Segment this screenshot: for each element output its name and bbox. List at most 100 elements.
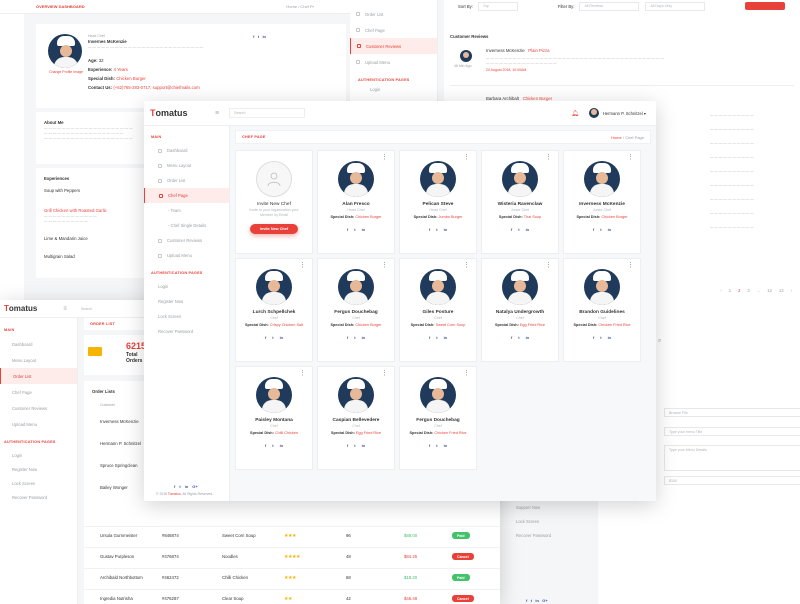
chef-card[interactable]: ⋮ Wisteria Ravenclaw Junior Chef Special Di… <box>481 150 559 254</box>
facebook-icon[interactable]: f <box>592 227 595 232</box>
sidebar-item[interactable]: Customer Reviews <box>144 233 229 248</box>
filter-apply-button[interactable] <box>745 2 786 10</box>
sidebar-item[interactable]: Lock Screen <box>158 314 182 319</box>
twitter-icon[interactable]: t <box>600 227 602 232</box>
order-status-badge[interactable]: Paid <box>452 532 470 539</box>
page-next[interactable]: › <box>790 288 792 293</box>
sidebar-item-support[interactable]: Support Now <box>516 504 541 510</box>
facebook-icon[interactable]: f <box>510 227 513 232</box>
order-row-customer[interactable]: Hermann P. Schnitzel <box>100 441 142 446</box>
page-number[interactable]: 13 <box>778 288 784 293</box>
more-options-icon[interactable]: ⋮ <box>627 262 634 269</box>
sidebar-item[interactable]: Login <box>158 284 169 289</box>
page-number-active[interactable]: 2 <box>738 288 741 293</box>
more-options-icon[interactable]: ⋮ <box>463 154 470 161</box>
menu-price-input[interactable]: $100 <box>664 476 800 485</box>
sidebar-item[interactable]: Menu Layout <box>144 158 229 173</box>
user-avatar[interactable] <box>588 108 599 118</box>
change-profile-image-link[interactable]: Change Profile Image <box>49 70 83 74</box>
twitter-icon[interactable]: t <box>179 484 181 489</box>
more-options-icon[interactable]: ⋮ <box>545 262 552 269</box>
linkedin-icon[interactable]: in <box>443 335 448 340</box>
sidebar-item-chef-page[interactable]: Chef Page <box>350 22 437 38</box>
sort-select[interactable]: Top <box>477 1 518 11</box>
linkedin-icon[interactable]: in <box>361 443 366 448</box>
more-options-icon[interactable]: ⋮ <box>381 154 388 161</box>
chef-card[interactable]: ⋮ Caspian Bellevedere Chef Special Dish: Eg… <box>317 366 395 470</box>
facebook-icon[interactable]: f <box>428 443 431 448</box>
sidebar-item[interactable]: Register Now <box>158 299 184 304</box>
order-status-badge[interactable]: Paid <box>452 574 470 581</box>
browse-file-input[interactable]: Browse File <box>664 408 800 417</box>
twitter-icon[interactable]: t <box>600 335 602 340</box>
search-input[interactable]: Search <box>229 108 306 118</box>
order-row[interactable]: Archibald Northbottom #462472 Chilli Chick… <box>84 568 500 586</box>
twitter-icon[interactable]: t <box>354 335 356 340</box>
menu-title-input[interactable]: Type your menu Title <box>664 427 800 436</box>
linkedin-icon[interactable]: in <box>361 335 366 340</box>
sidebar-item-chef-page[interactable]: Chef Page <box>12 389 32 395</box>
linkedin-icon[interactable]: in <box>525 227 530 232</box>
twitter-icon[interactable]: t <box>272 335 274 340</box>
page-number[interactable]: 12 <box>767 288 772 293</box>
more-options-icon[interactable]: ⋮ <box>545 154 552 161</box>
facebook-icon[interactable]: f <box>428 227 431 232</box>
profile-social-icons[interactable]: f t in <box>253 34 266 39</box>
more-options-icon[interactable]: ⋮ <box>463 262 470 269</box>
sidebar-item-dashboard[interactable]: Dashboard <box>12 341 33 347</box>
linkedin-icon[interactable]: in <box>607 227 612 232</box>
linkedin-icon[interactable]: in <box>184 484 189 489</box>
sidebar-item[interactable]: Upload Menu <box>144 248 229 263</box>
chef-card[interactable]: ⋮ Lurch Schpellchek Chef Special Dish: Cris… <box>235 258 313 362</box>
sidebar-item[interactable]: Chef Page <box>144 188 229 203</box>
linkedin-icon[interactable]: in <box>279 335 284 340</box>
order-row[interactable]: Gustav Purpleson #476874 Noodles ★★★★ 48 $84.… <box>84 547 500 565</box>
facebook-icon[interactable]: f <box>264 335 267 340</box>
facebook-icon[interactable]: f <box>346 227 349 232</box>
sidebar-item-upload-menu[interactable]: Upload Menu <box>12 421 37 427</box>
footer-social-icons[interactable]: f t in G+ <box>174 484 198 489</box>
sidebar-item[interactable]: - Chef Single Details <box>144 218 229 233</box>
facebook-icon[interactable]: f <box>428 335 431 340</box>
sidebar-item[interactable]: - Team <box>144 203 229 218</box>
twitter-icon[interactable]: t <box>354 443 356 448</box>
more-options-icon[interactable]: ⋮ <box>381 370 388 377</box>
facebook-icon[interactable]: f <box>174 484 176 489</box>
sidebar-item-upload-menu[interactable]: Upload Menu <box>350 54 437 70</box>
twitter-icon[interactable]: t <box>518 227 520 232</box>
linkedin-icon[interactable]: in <box>443 227 448 232</box>
sidebar-item-lock-screen[interactable]: Lock Screen <box>516 518 540 524</box>
more-options-icon[interactable]: ⋮ <box>627 154 634 161</box>
more-options-icon[interactable]: ⋮ <box>299 370 306 377</box>
sidebar-item-recover-password[interactable]: Recover Password <box>516 532 552 538</box>
twitter-icon[interactable]: t <box>436 443 438 448</box>
sidebar-item[interactable]: Order List <box>144 173 229 188</box>
sidebar-item[interactable]: Dashboard <box>144 143 229 158</box>
order-row[interactable]: Ursula Gurnmeister #846874 Sweet Corn Soup… <box>84 526 500 544</box>
chef-card[interactable]: ⋮ Fergus Douchebag Chef Special Dish: Chick… <box>317 258 395 362</box>
page-prev[interactable]: ‹ <box>720 288 722 293</box>
linkedin-icon[interactable]: in <box>525 335 530 340</box>
search-input[interactable]: Search <box>76 304 147 313</box>
sidebar-item-order-list[interactable]: Order List <box>350 6 437 22</box>
facebook-icon[interactable]: f <box>346 443 349 448</box>
reviews-pagination[interactable]: ‹ 1 2 3 ... 12 13 › <box>720 288 792 293</box>
date-filter-select[interactable]: All Days Only <box>645 1 706 11</box>
order-row-customer[interactable]: Bailey Wonger <box>100 485 128 490</box>
facebook-icon[interactable]: f <box>510 335 513 340</box>
sidebar-item[interactable]: Recover Password <box>158 329 194 334</box>
filter-select[interactable]: All Reviews <box>579 1 640 11</box>
sidebar-item-register[interactable]: Register Now <box>12 466 38 472</box>
invite-new-chef-button[interactable]: Invite New Chef <box>249 224 299 234</box>
chef-card[interactable]: ⋮ Fergus Douchebag Chef Special Dish: Chick… <box>399 366 477 470</box>
order-status-badge[interactable]: Cancel <box>452 553 474 560</box>
menu-details-input[interactable]: Type your Menu Details <box>664 445 800 471</box>
sidebar-item-order-list[interactable]: Order List <box>0 368 77 384</box>
chef-card[interactable]: ⋮ Pelican Steve Head Chef Special Dish: Jum… <box>399 150 477 254</box>
linkedin-icon[interactable]: in <box>361 227 366 232</box>
more-options-icon[interactable]: ⋮ <box>463 370 470 377</box>
page-number[interactable]: 1 <box>728 288 732 293</box>
google-plus-icon[interactable]: G+ <box>192 484 198 489</box>
breadcrumb-home[interactable]: Home <box>611 134 622 140</box>
